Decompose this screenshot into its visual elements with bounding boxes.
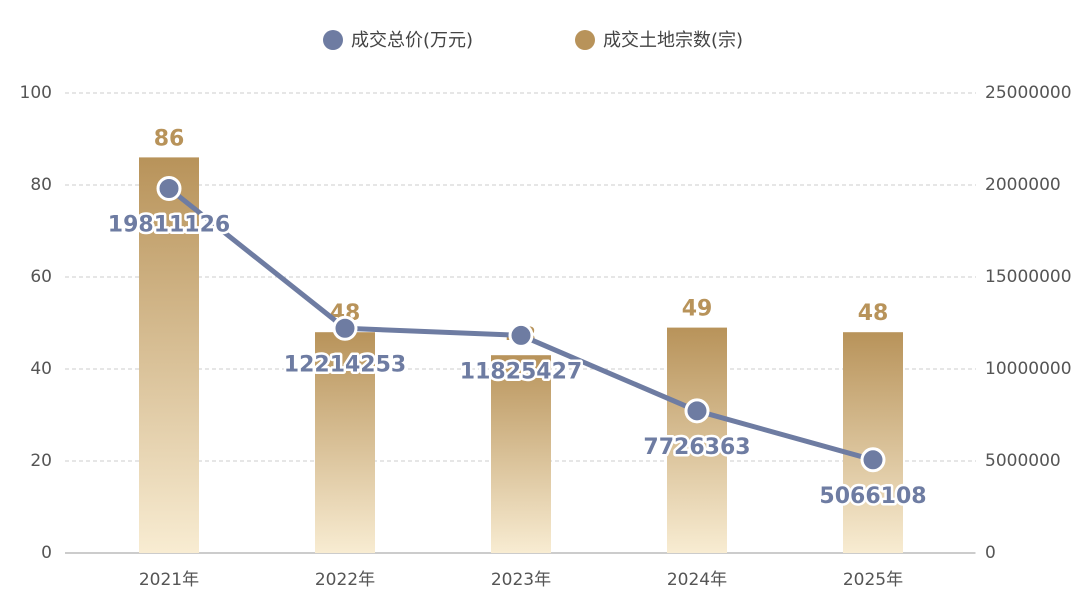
y2-tick-label: 15000000 [985,267,1072,287]
y-tick-label: 80 [30,175,52,195]
y-tick-label: 60 [30,267,52,287]
x-tick-label: 2022年 [315,570,375,590]
y-tick-label: 100 [20,83,52,103]
y-tick-label: 0 [41,543,52,563]
line-point [156,175,182,201]
line-point [860,447,886,473]
line-value-label: 7726363 [643,435,750,460]
x-tick-label: 2024年 [667,570,727,590]
x-tick-label: 2021年 [139,570,199,590]
line-value-label: 19811126 [108,212,230,237]
y2-tick-label: 5000000 [985,451,1061,471]
x-tick-label: 2023年 [491,570,551,590]
line-point [684,398,710,424]
legend-marker [323,30,343,50]
bar [491,355,551,553]
bar [139,157,199,553]
bar-value-label: 49 [682,297,713,322]
y-tick-label: 20 [30,451,52,471]
y2-tick-label: 25000000 [985,83,1072,103]
bar-value-label: 86 [154,126,185,151]
line-value-label: 5066108 [819,484,926,509]
y-tick-label: 40 [30,359,52,379]
legend-marker [575,30,595,50]
legend-label: 成交总价(万元) [351,30,473,51]
x-tick-label: 2025年 [843,570,903,590]
line-point [332,315,358,341]
line-value-label: 11825427 [460,359,582,384]
bar-value-label: 48 [858,301,889,326]
bar [843,332,903,553]
line-point [508,322,534,348]
bar [315,332,375,553]
bar [667,327,727,553]
legend-label: 成交土地宗数(宗) [603,30,743,51]
y2-tick-label: 0 [985,543,996,563]
y2-tick-label: 2000000 [985,175,1061,195]
y2-tick-label: 10000000 [985,359,1072,379]
line-value-label: 12214253 [284,352,406,377]
